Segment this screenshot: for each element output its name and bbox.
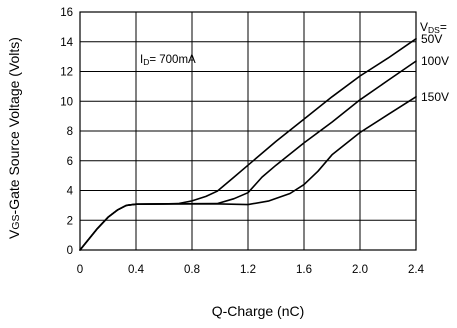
series-label-100V: 100V [421, 54, 449, 68]
series-line-150V [79, 96, 417, 251]
series-label-150V: 150V [421, 90, 449, 104]
x-tick-label: 2.0 [352, 264, 368, 276]
y-tick-label: 16 [60, 7, 73, 19]
x-tick-labels: 0 0.4 0.8 1.2 1.6 2.0 2.4 [77, 264, 425, 276]
y-tick-labels: 0 2 4 6 8 10 12 14 16 [60, 7, 73, 257]
x-tick-label: 0 [77, 264, 83, 276]
y-tick-label: 0 [67, 245, 73, 257]
y-tick-label: 8 [67, 126, 73, 138]
series-label-50V: 50V [421, 32, 442, 46]
x-axis-title: Q-Charge (nC) [212, 303, 305, 319]
y-tick-label: 14 [60, 37, 73, 49]
x-tick-label: 2.4 [408, 264, 425, 276]
y-axis-title: VGS-Gate Source Voltage (Volts) [6, 37, 22, 239]
plot-frame [79, 11, 417, 251]
y-tick-label: 6 [67, 156, 73, 168]
y-tick-label: 10 [60, 96, 73, 108]
vds-legend-header: VDS= [420, 20, 447, 35]
drain-current-annotation: ID= 700mA [140, 54, 196, 67]
x-tick-label: 1.6 [296, 264, 312, 276]
series-curves [79, 38, 417, 251]
x-tick-label: 0.8 [184, 264, 200, 276]
y-tick-label: 12 [60, 67, 73, 79]
grid-lines [79, 11, 417, 251]
y-tick-label: 2 [67, 215, 73, 227]
y-tick-label: 4 [67, 186, 74, 198]
x-tick-label: 1.2 [240, 264, 256, 276]
x-tick-label: 0.4 [128, 264, 145, 276]
series-labels: 50V 100V 150V [421, 32, 449, 104]
